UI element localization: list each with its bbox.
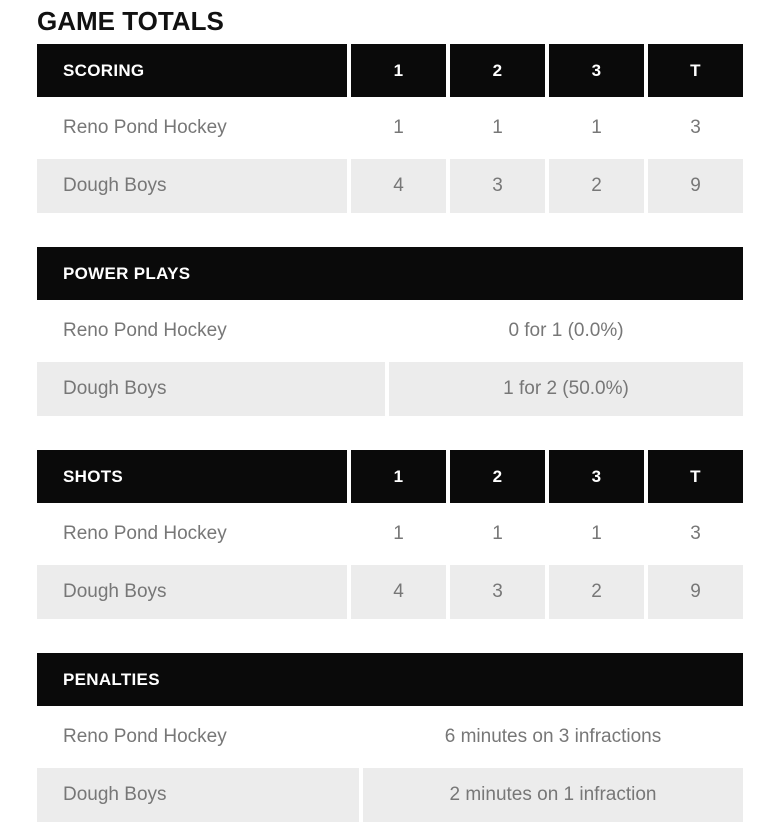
stat-value-cell: 0 for 1 (0.0%) [389, 304, 743, 358]
shots-table: SHOTS 1 2 3 T Reno Pond Hockey 1 1 1 3 D… [37, 450, 743, 619]
shots-header: SHOTS [37, 450, 347, 503]
team-name-cell: Dough Boys [37, 362, 385, 416]
stat-value-cell: 9 [648, 159, 743, 213]
stat-value-cell: 4 [351, 565, 446, 619]
page-title: GAME TOTALS [37, 6, 224, 36]
team-name-cell: Reno Pond Hockey [37, 304, 385, 358]
team-name-cell: Dough Boys [37, 159, 347, 213]
stat-value-cell: 1 [351, 507, 446, 561]
stat-value-cell: 3 [450, 565, 545, 619]
column-header-period-2: 2 [450, 44, 545, 97]
stat-value-cell: 3 [450, 159, 545, 213]
column-header-total: T [648, 450, 743, 503]
stat-value-cell: 1 [351, 101, 446, 155]
column-header-period-3: 3 [549, 450, 644, 503]
team-name-cell: Dough Boys [37, 565, 347, 619]
stat-value-cell: 1 [549, 507, 644, 561]
stat-value-cell: 9 [648, 565, 743, 619]
power-plays-table: POWER PLAYS Reno Pond Hockey 0 for 1 (0.… [37, 247, 743, 416]
column-header-period-1: 1 [351, 44, 446, 97]
stat-value-cell: 3 [648, 507, 743, 561]
power-plays-header: POWER PLAYS [37, 247, 743, 300]
stat-value-cell: 6 minutes on 3 infractions [363, 710, 743, 764]
team-name-cell: Dough Boys [37, 768, 359, 822]
stat-value-cell: 2 [549, 159, 644, 213]
stat-value-cell: 1 [450, 101, 545, 155]
scoring-table: SCORING 1 2 3 T Reno Pond Hockey 1 1 1 3… [37, 44, 743, 213]
team-name-cell: Reno Pond Hockey [37, 101, 347, 155]
scoring-header: SCORING [37, 44, 347, 97]
team-name-cell: Reno Pond Hockey [37, 710, 359, 764]
stat-value-cell: 2 [549, 565, 644, 619]
stat-value-cell: 4 [351, 159, 446, 213]
column-header-period-2: 2 [450, 450, 545, 503]
column-header-period-1: 1 [351, 450, 446, 503]
stat-value-cell: 1 for 2 (50.0%) [389, 362, 743, 416]
team-name-cell: Reno Pond Hockey [37, 507, 347, 561]
column-header-total: T [648, 44, 743, 97]
stat-value-cell: 3 [648, 101, 743, 155]
penalties-header: PENALTIES [37, 653, 743, 706]
stat-value-cell: 1 [549, 101, 644, 155]
stat-value-cell: 2 minutes on 1 infraction [363, 768, 743, 822]
column-header-period-3: 3 [549, 44, 644, 97]
penalties-table: PENALTIES Reno Pond Hockey 6 minutes on … [37, 653, 743, 822]
stat-value-cell: 1 [450, 507, 545, 561]
